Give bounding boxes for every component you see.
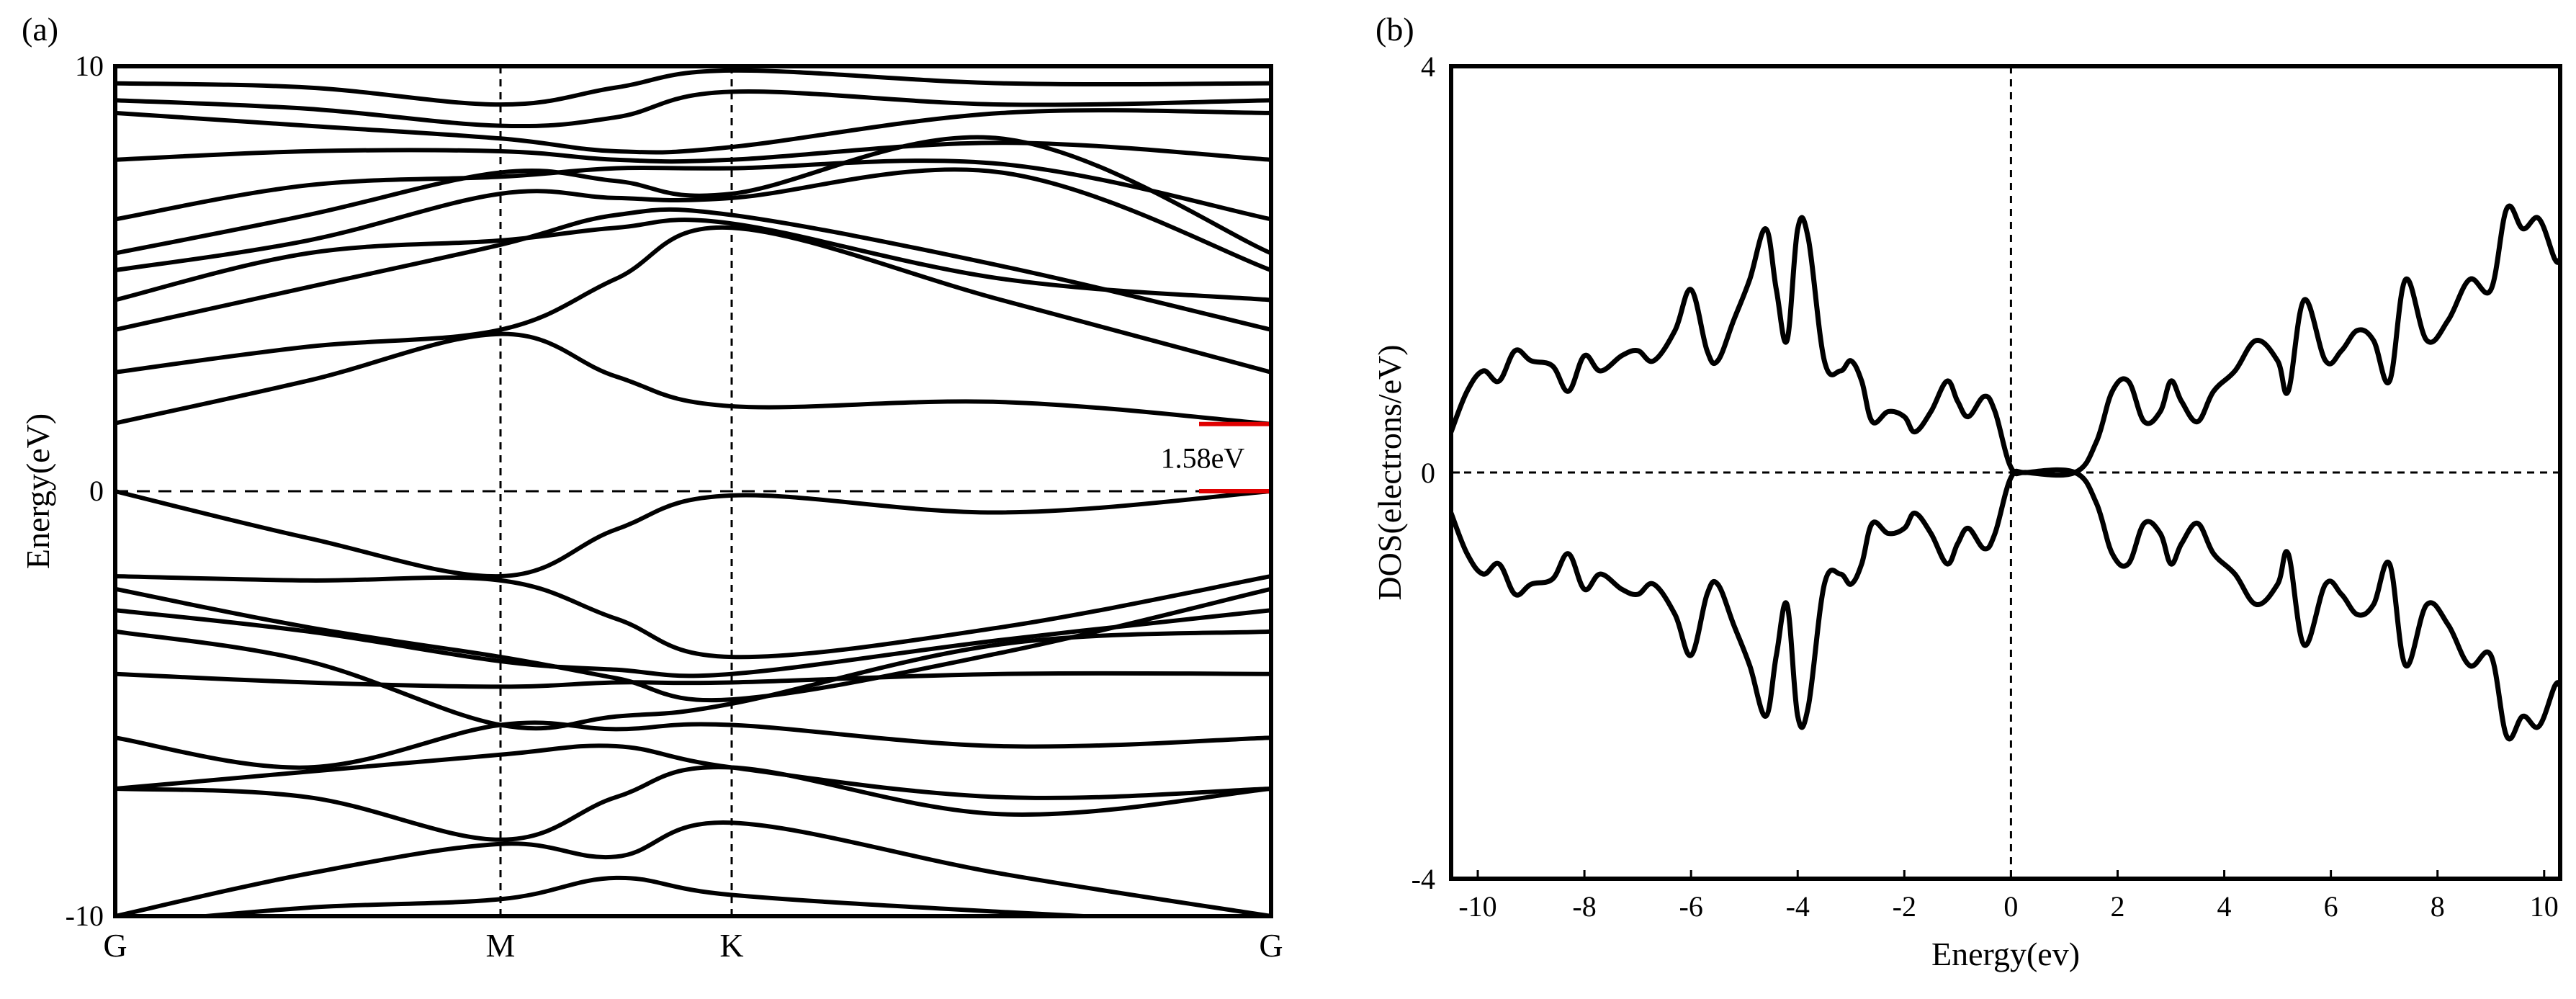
dos-spin-up-curve [1451,203,2560,478]
dos-x-tick-label: 8 [2431,890,2445,923]
dos-x-axis-title: Energy(ev) [1931,936,2080,972]
band-structure-y-ticks: 10 0 -10 [66,50,124,932]
band-c9 [115,108,1271,155]
dos-x-tick-label: -6 [1679,890,1703,923]
band-c5 [115,167,1271,273]
dos-panel: 4 0 -4 -10 -8 -6 -4 -2 0 2 4 6 8 10 Energy(ev) DOS(e… [1371,50,2562,972]
band-c8 [115,140,1271,164]
dos-x-tick-label: -2 [1893,890,1916,923]
band-c4 [115,218,1271,303]
dos-x-tick-label: 2 [2110,890,2124,923]
band-gap-marker [1199,421,1271,493]
band-c2 [115,225,1271,375]
band-c7 [115,158,1271,222]
band-v5 [115,629,1271,731]
dos-y-ticks: 4 0 -4 [1412,50,1460,895]
band-c3 [115,207,1271,332]
dos-y-axis-title: DOS(electrons/eV) [1371,344,1408,600]
dos-x-tick-label: -10 [1458,890,1496,923]
panel-b-label: (b) [1375,11,1414,48]
dos-x-tick-label: -8 [1572,890,1596,923]
dos-y-tick-label: 4 [1421,50,1435,83]
kpoint-label-M: M [486,927,516,964]
dos-spin-down-curve [1451,467,2560,742]
dos-y-tick-label: 0 [1421,457,1435,489]
band-v8 [115,743,1271,800]
band-v1 [115,489,1271,579]
kpoint-label-G: G [1259,927,1283,964]
band-structure-y-axis-title: Energy(eV) [19,413,56,569]
band-v7 [115,720,1271,770]
y-tick-label: 10 [75,50,104,82]
band-c6 [115,135,1271,256]
panel-a-label: (a) [22,11,58,48]
band-v4 [115,608,1271,678]
dos-curves [1451,203,2560,742]
y-tick-label: 0 [89,475,104,507]
band-structure-panel: 1.58eV 10 0 -10 G M K G Energy(eV) [19,50,1283,964]
dos-x-tick-label: -4 [1786,890,1810,923]
band-c1 [115,331,1271,426]
band-structure-grid [115,66,1271,916]
y-tick-label: -10 [66,900,104,932]
dos-reference-lines [1451,66,2560,879]
dos-x-tick-label: 0 [2003,890,2018,923]
band-v11 [181,875,1131,916]
band-c10 [115,89,1271,129]
band-lines [115,68,1271,916]
band-c11 [115,68,1271,107]
dos-y-tick-label: -4 [1412,863,1435,895]
dos-frame [1449,64,2562,881]
band-v10 [115,820,1271,916]
band-gap-label: 1.58eV [1161,442,1245,474]
kpoint-label-G: G [103,927,127,964]
dos-x-tick-label: 10 [2530,890,2559,923]
kpoint-label-K: K [719,927,743,964]
dos-x-tick-label: 4 [2217,890,2232,923]
dos-x-ticks: -10 -8 -6 -4 -2 0 2 4 6 8 10 [1458,870,2559,923]
dos-x-tick-label: 6 [2324,890,2338,923]
band-v9 [115,765,1271,842]
band-v6 [115,671,1271,689]
band-v2 [115,574,1271,660]
